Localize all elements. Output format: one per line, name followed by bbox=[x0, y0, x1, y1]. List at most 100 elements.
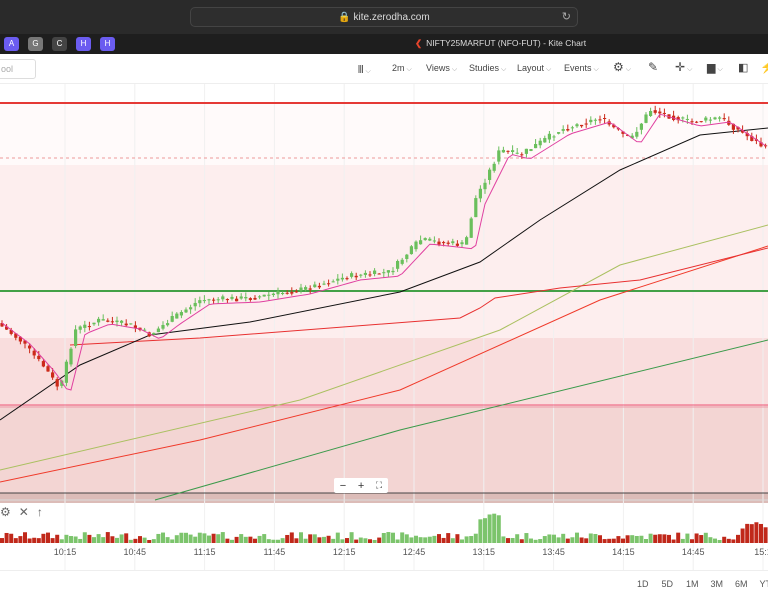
tab-title[interactable]: ❮ NIFTY25MARFUT (NFO-FUT) - Kite Chart bbox=[415, 38, 586, 49]
moving-average-line bbox=[154, 339, 768, 501]
close-icon[interactable]: ✕ bbox=[18, 505, 29, 519]
lightning-icon[interactable]: ⚡ bbox=[760, 60, 768, 74]
reload-icon[interactable]: ↻ bbox=[561, 11, 571, 23]
volume-bar bbox=[257, 535, 262, 543]
url-field[interactable]: 🔒 kite.zerodha.com ↻ bbox=[190, 7, 578, 27]
volume-bar bbox=[538, 539, 543, 543]
candle-up bbox=[382, 272, 386, 274]
volume-bar bbox=[243, 536, 248, 543]
candle-up bbox=[170, 315, 174, 322]
time-tick: 10:45 bbox=[123, 547, 147, 557]
candle-up bbox=[386, 270, 390, 273]
layout-dropdown[interactable]: Layout ⌵ bbox=[517, 63, 552, 73]
volume-bar bbox=[653, 534, 658, 543]
candle-down bbox=[14, 333, 18, 338]
interval-dropdown[interactable]: 2m ⌵ bbox=[392, 63, 412, 73]
candle-down bbox=[621, 131, 625, 134]
candle-up bbox=[575, 124, 579, 127]
volume-bar bbox=[616, 536, 621, 543]
zone-band bbox=[0, 338, 768, 405]
settings-icon[interactable]: ⚙ ⌵ bbox=[613, 60, 632, 74]
volume-bar bbox=[671, 539, 676, 543]
range-button-6m[interactable]: 6M bbox=[735, 579, 748, 589]
candle-up bbox=[570, 127, 574, 129]
gear-icon[interactable]: ⚙ bbox=[0, 505, 11, 519]
h-icon[interactable]: H bbox=[76, 37, 91, 51]
volume-bar bbox=[759, 523, 763, 543]
time-tick: 10:15 bbox=[53, 547, 77, 557]
volume-bar bbox=[749, 524, 754, 543]
app-icon[interactable]: A bbox=[4, 37, 19, 51]
candle-down bbox=[764, 145, 768, 147]
volume-bar bbox=[285, 534, 290, 543]
candle-up bbox=[276, 291, 280, 295]
zoom-in-button[interactable]: + bbox=[357, 479, 365, 492]
volume-bar bbox=[754, 522, 759, 543]
range-button-yt[interactable]: YT bbox=[759, 579, 768, 589]
candle-down bbox=[46, 366, 50, 372]
volume-bar bbox=[699, 535, 704, 543]
volume-bar bbox=[483, 518, 487, 543]
range-button-3m[interactable]: 3M bbox=[710, 579, 724, 589]
candle-up bbox=[299, 287, 303, 291]
candle-down bbox=[253, 297, 257, 300]
volume-bar bbox=[745, 523, 750, 543]
candle-up bbox=[423, 238, 427, 241]
volume-bar bbox=[561, 533, 566, 543]
candle-down bbox=[442, 242, 446, 244]
g-icon[interactable]: G bbox=[28, 37, 43, 51]
volume-bar bbox=[0, 538, 4, 543]
range-button-1m[interactable]: 1M bbox=[686, 579, 699, 589]
h-icon[interactable]: H bbox=[100, 37, 115, 51]
fullscreen-button[interactable]: ⛶ bbox=[375, 480, 383, 490]
volume-bar bbox=[575, 532, 579, 543]
volume-bar bbox=[96, 534, 101, 543]
candle-up bbox=[405, 254, 409, 259]
range-button-1d[interactable]: 1D bbox=[637, 579, 649, 589]
studies-dropdown[interactable]: Studies ⌵ bbox=[469, 63, 507, 73]
volume-bar bbox=[726, 538, 731, 543]
volume-bar bbox=[662, 534, 667, 543]
volume-bar bbox=[450, 538, 455, 543]
zoom-out-button[interactable]: − bbox=[339, 479, 347, 492]
volume-bar bbox=[322, 536, 326, 543]
candle-up bbox=[322, 283, 326, 285]
time-tick: 13:45 bbox=[542, 547, 565, 557]
events-dropdown[interactable]: Events ⌵ bbox=[564, 63, 599, 73]
candle-up bbox=[161, 324, 165, 329]
candle-up bbox=[207, 299, 211, 301]
range-button-5d[interactable]: 5D bbox=[661, 579, 674, 589]
circle-icon[interactable]: C bbox=[52, 37, 67, 51]
volume-bar bbox=[763, 527, 768, 543]
candle-down bbox=[731, 123, 735, 130]
candle-up bbox=[451, 241, 455, 244]
volume-bar bbox=[110, 536, 115, 543]
volume-bar bbox=[736, 534, 740, 543]
volume-bar bbox=[501, 536, 506, 543]
candle-up bbox=[469, 218, 473, 238]
crosshair-icon[interactable]: ✛ ⌵ bbox=[675, 60, 693, 74]
draw-pencil-icon[interactable]: ✎ bbox=[648, 60, 659, 74]
volume-bar bbox=[340, 539, 345, 543]
panel-icon[interactable]: ◧ bbox=[738, 62, 749, 74]
volume-bar bbox=[335, 532, 340, 543]
candle-up bbox=[281, 293, 285, 295]
volume-bar bbox=[607, 538, 612, 543]
volume-bar bbox=[593, 533, 598, 543]
views-dropdown[interactable]: Views ⌵ bbox=[426, 63, 458, 73]
volume-bar bbox=[170, 539, 175, 543]
candle-up bbox=[336, 278, 340, 281]
price-chart[interactable] bbox=[0, 84, 768, 570]
candle-up bbox=[409, 246, 413, 255]
candle-up bbox=[511, 150, 515, 152]
candle-up bbox=[152, 332, 156, 335]
comment-icon[interactable]: ▆ ⌵ bbox=[707, 62, 723, 74]
symbol-input[interactable]: ool bbox=[0, 59, 36, 79]
chart-type-icon[interactable]: 𝍫 ⌵ bbox=[358, 64, 371, 76]
volume-bar bbox=[639, 535, 644, 543]
volume-bar bbox=[441, 537, 446, 543]
zone-band bbox=[0, 103, 768, 165]
candle-up bbox=[478, 188, 482, 199]
arrow-up-icon[interactable]: ↑ bbox=[36, 505, 43, 519]
candle-down bbox=[603, 118, 607, 119]
